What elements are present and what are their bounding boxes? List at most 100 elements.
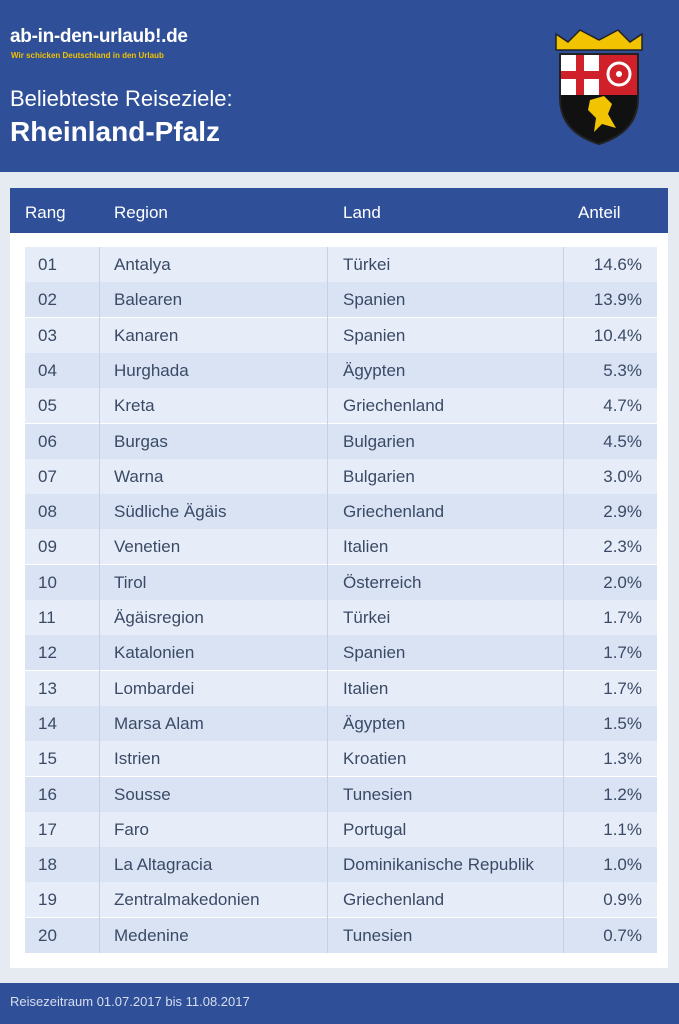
cell-share: 2.3%: [603, 537, 642, 557]
cell-country: Portugal: [343, 819, 407, 839]
cell-share: 5.3%: [603, 360, 642, 380]
table-row: [25, 317, 657, 353]
subtitle: Beliebteste Reiseziele:: [10, 86, 233, 111]
cell-country: Italien: [343, 537, 389, 557]
table-row: [25, 352, 657, 388]
table-row: [25, 529, 657, 565]
table-row: [25, 282, 657, 318]
footer-text: Reisezeitraum 01.07.2017 bis 11.08.2017: [10, 994, 250, 1009]
cell-rank: 17: [38, 819, 57, 839]
cell-rank: 15: [38, 749, 57, 769]
cell-country: Ägypten: [343, 713, 406, 733]
cell-region: Marsa Alam: [114, 713, 204, 733]
cell-region: Sousse: [114, 784, 171, 804]
cell-country: Ägypten: [343, 360, 406, 380]
cell-rank: 07: [38, 466, 57, 486]
table-row: [25, 847, 657, 883]
cell-region: Südliche Ägäis: [114, 502, 227, 522]
table-row: [25, 494, 657, 530]
table-row: [25, 423, 657, 459]
cell-country: Spanien: [343, 643, 406, 663]
cell-share: 1.5%: [603, 713, 642, 733]
cell-rank: 19: [38, 890, 57, 910]
cell-country: Österreich: [343, 572, 422, 592]
cell-share: 1.1%: [603, 819, 642, 839]
table-row: [25, 388, 657, 424]
cell-country: Türkei: [343, 608, 391, 627]
cell-country: Griechenland: [343, 396, 445, 416]
cell-region: Warna: [114, 466, 164, 486]
cell-rank: 03: [38, 325, 57, 345]
column-divider: [563, 247, 564, 953]
cell-share: 4.7%: [603, 396, 642, 416]
table-row: [25, 917, 657, 953]
table-row: [25, 670, 657, 706]
cell-share: 1.7%: [603, 643, 642, 663]
cell-region: Katalonien: [114, 643, 195, 663]
cell-rank: 18: [38, 855, 57, 875]
title: Rheinland-Pfalz: [10, 116, 221, 147]
table-row: [25, 564, 657, 600]
cell-region: Tirol: [114, 572, 147, 592]
cell-country: Bulgarien: [343, 431, 415, 451]
cell-region: Venetien: [114, 537, 181, 557]
cell-country: Türkei: [343, 255, 391, 274]
cell-region: Ägäisregion: [114, 608, 204, 627]
cell-region: Burgas: [114, 431, 168, 451]
table-row: [25, 811, 657, 847]
cell-rank: 09: [38, 537, 57, 557]
column-divider: [99, 247, 100, 953]
table-header: [10, 188, 668, 233]
cell-region: Lombardei: [114, 678, 195, 698]
cell-country: Bulgarien: [343, 466, 415, 486]
cell-share: 2.0%: [603, 572, 642, 592]
table-row: [25, 600, 657, 635]
coat-of-arms: [555, 29, 643, 146]
cell-rank: 06: [38, 431, 57, 451]
cell-share: 4.5%: [603, 431, 642, 451]
footer-band: [0, 983, 679, 1024]
cell-country: Tunesien: [343, 784, 413, 804]
cell-country: Griechenland: [343, 890, 445, 910]
cell-share: 13.9%: [593, 290, 642, 310]
cell-rank: 12: [38, 643, 57, 663]
cell-region: Balearen: [114, 290, 183, 310]
cell-share: 0.7%: [603, 925, 642, 945]
cell-rank: 08: [38, 502, 57, 522]
cell-country: Spanien: [343, 325, 406, 345]
cell-share: 2.9%: [603, 502, 642, 522]
table-row: [25, 635, 657, 671]
table-row: [25, 882, 657, 918]
cell-region: Istrien: [114, 749, 161, 769]
column-header: Anteil: [578, 203, 621, 222]
cell-country: Tunesien: [343, 925, 413, 945]
cell-rank: 14: [38, 713, 57, 733]
table-row: [25, 247, 657, 282]
cell-region: La Altagracia: [114, 855, 213, 875]
cell-share: 1.2%: [603, 784, 642, 804]
cell-rank: 05: [38, 396, 57, 416]
cell-region: Medenine: [114, 925, 189, 945]
cell-region: Faro: [114, 819, 149, 839]
logo: ab-in-den-urlaub!.de: [10, 26, 188, 47]
cell-share: 1.3%: [603, 749, 642, 769]
column-header: Land: [343, 203, 381, 222]
cell-share: 3.0%: [603, 466, 642, 486]
cell-region: Hurghada: [114, 360, 189, 380]
cell-country: Kroatien: [343, 749, 407, 769]
cell-country: Spanien: [343, 290, 406, 310]
column-divider: [327, 247, 328, 953]
cell-rank: 11: [38, 608, 56, 627]
cell-share: 1.7%: [603, 678, 642, 698]
cell-share: 14.6%: [593, 255, 642, 274]
cell-country: Dominikanische Republik: [343, 855, 534, 875]
cell-region: Kreta: [114, 396, 155, 416]
cell-share: 1.7%: [603, 608, 642, 627]
cell-region: Kanaren: [114, 325, 179, 345]
cell-share: 1.0%: [603, 855, 642, 875]
cell-share: 0.9%: [603, 890, 642, 910]
cell-rank: 04: [38, 360, 57, 380]
cell-region: Zentralmakedonien: [114, 890, 260, 910]
cell-rank: 10: [38, 572, 57, 592]
